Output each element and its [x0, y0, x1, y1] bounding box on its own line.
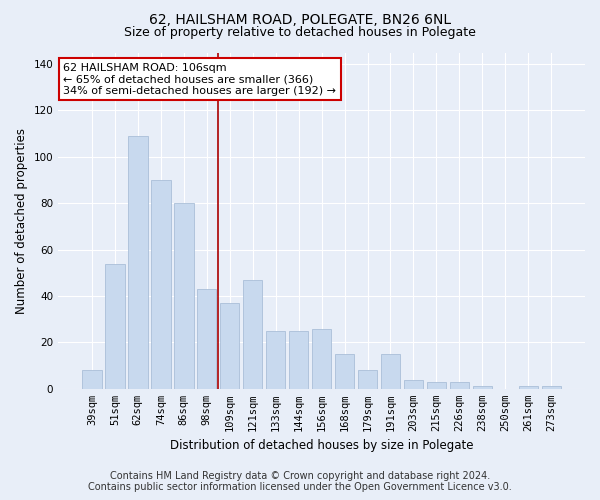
Bar [151, 180, 170, 389]
Bar [335, 354, 355, 389]
Bar [542, 386, 561, 389]
Text: 62 HAILSHAM ROAD: 106sqm
← 65% of detached houses are smaller (366)
34% of semi-: 62 HAILSHAM ROAD: 106sqm ← 65% of detach… [64, 62, 337, 96]
Bar [427, 382, 446, 389]
Bar [289, 331, 308, 389]
Bar [243, 280, 262, 389]
Bar [82, 370, 101, 389]
X-axis label: Distribution of detached houses by size in Polegate: Distribution of detached houses by size … [170, 440, 473, 452]
Bar [220, 303, 239, 389]
Bar [197, 289, 217, 389]
Bar [358, 370, 377, 389]
Bar [449, 382, 469, 389]
Bar [174, 204, 194, 389]
Bar [473, 386, 492, 389]
Bar [312, 328, 331, 389]
Y-axis label: Number of detached properties: Number of detached properties [15, 128, 28, 314]
Bar [404, 380, 423, 389]
Bar [266, 331, 286, 389]
Text: Size of property relative to detached houses in Polegate: Size of property relative to detached ho… [124, 26, 476, 39]
Bar [381, 354, 400, 389]
Bar [105, 264, 125, 389]
Text: 62, HAILSHAM ROAD, POLEGATE, BN26 6NL: 62, HAILSHAM ROAD, POLEGATE, BN26 6NL [149, 12, 451, 26]
Bar [518, 386, 538, 389]
Bar [128, 136, 148, 389]
Text: Contains HM Land Registry data © Crown copyright and database right 2024.
Contai: Contains HM Land Registry data © Crown c… [88, 471, 512, 492]
